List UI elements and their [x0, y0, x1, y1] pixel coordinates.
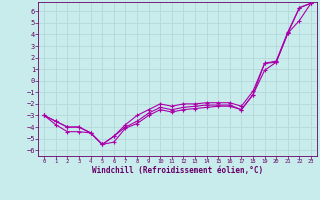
X-axis label: Windchill (Refroidissement éolien,°C): Windchill (Refroidissement éolien,°C)	[92, 166, 263, 175]
